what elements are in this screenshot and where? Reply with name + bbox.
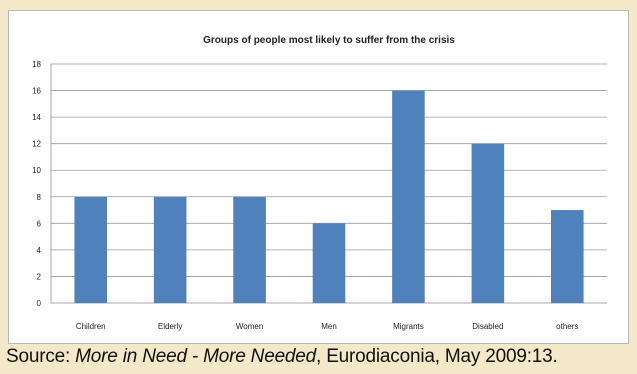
y-tick-label: 6 [37, 219, 42, 228]
bar-elderly [153, 196, 187, 303]
bar-chart: Groups of people most likely to suffer f… [32, 35, 607, 331]
y-tick-label: 2 [37, 272, 42, 281]
bar-disabled [471, 143, 505, 303]
x-axis-labels: Children Elderly Women Men Migrants Disabled o… [76, 322, 579, 331]
bar-children [74, 196, 107, 303]
chart-panel: Groups of people most likely to suffer f… [8, 10, 629, 344]
y-tick-label: 4 [37, 246, 42, 255]
x-tick-label: Men [321, 322, 337, 331]
bar-migrants [392, 90, 425, 303]
gridlines [50, 63, 607, 304]
y-tick-label: 14 [32, 113, 41, 122]
x-tick-label: Migrants [393, 322, 424, 331]
bars [74, 90, 584, 303]
source-suffix: , Eurodiaconia, May 2009:13. [316, 346, 558, 367]
bar-women [233, 196, 266, 303]
chart-title: Groups of people most likely to suffer f… [203, 35, 455, 46]
source-caption: Source: More in Need - More Needed, Euro… [6, 346, 558, 368]
y-tick-label: 10 [32, 166, 41, 175]
bar-men [312, 223, 346, 303]
x-tick-label: Women [236, 322, 263, 331]
source-prefix: Source: [6, 346, 76, 367]
y-tick-label: 16 [32, 87, 41, 96]
y-tick-label: 12 [32, 140, 41, 149]
y-tick-label: 8 [37, 193, 42, 202]
x-tick-label: Disabled [472, 322, 503, 331]
x-tick-label: Children [76, 322, 106, 331]
y-tick-label: 0 [37, 299, 42, 308]
source-title: More in Need - More Needed [75, 346, 317, 367]
y-tick-label: 18 [32, 60, 41, 69]
x-tick-label: others [556, 322, 578, 331]
bar-others [551, 210, 584, 303]
x-tick-label: Elderly [158, 322, 182, 331]
y-axis-ticks: 0 2 4 6 8 10 12 14 16 18 [32, 60, 41, 308]
